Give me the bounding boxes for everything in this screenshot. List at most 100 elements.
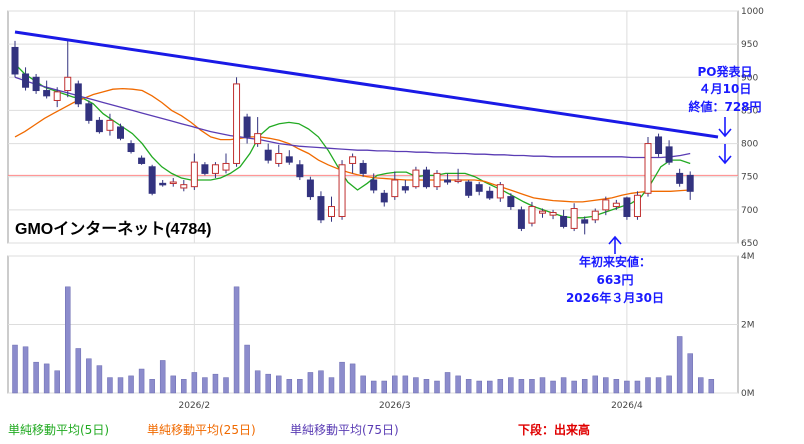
volume-bar [698, 377, 704, 394]
candle-down [264, 149, 272, 161]
volume-bar [75, 348, 82, 394]
candle-down [11, 46, 19, 75]
volume-bar [560, 377, 567, 394]
candle-up [612, 202, 620, 208]
candle-up [169, 181, 177, 185]
po-arrow-icon [718, 117, 732, 138]
volume-bar [159, 360, 166, 394]
po-arrow-2-icon [718, 144, 732, 165]
volume-bar [508, 377, 514, 394]
volume-bar [223, 377, 229, 394]
volume-bar [465, 379, 472, 394]
low-annotation-line-2: 663円 [596, 273, 633, 287]
candle-up [644, 143, 652, 194]
candle-down [317, 196, 325, 221]
candle-up [328, 206, 335, 217]
candle-down [465, 181, 473, 196]
candle-up [64, 76, 72, 92]
x-axis-ticks: 2026/2 2026/3 2026/4 [179, 401, 643, 411]
volume-bar [581, 379, 588, 394]
legend-ma5: 単純移動平均(5日) [8, 423, 109, 437]
stock-title: GMOインターネット(4784) [15, 220, 211, 238]
volume-bar [413, 377, 419, 394]
volume-bar [592, 375, 598, 394]
volume-bar [444, 372, 451, 394]
volume-bar [33, 361, 39, 394]
volume-bar [497, 379, 504, 394]
volume-bar [128, 375, 134, 394]
candle-down [517, 209, 525, 229]
candle-down [22, 73, 30, 88]
volume-bar [603, 377, 609, 394]
candle-up [180, 184, 188, 189]
volume-bar [455, 375, 461, 394]
candle-down [201, 164, 209, 174]
volume-tick-label: 4M [741, 252, 755, 262]
volume-bar [276, 375, 282, 394]
volume-bar [86, 358, 92, 394]
candle-up [106, 119, 114, 131]
candle-down [444, 179, 452, 183]
volume-bar [54, 370, 60, 394]
volume-bar [423, 379, 430, 394]
volume-bar [244, 344, 250, 394]
price-tick-label: 1000 [741, 7, 764, 17]
volume-bar [539, 377, 546, 394]
trend-line [14, 30, 719, 139]
po-annotation: PO発表日 ４月10日 終値：728円 [688, 64, 762, 165]
volume-bar [328, 377, 335, 394]
volume-tick-label: 2M [741, 321, 755, 331]
candle-down [117, 126, 124, 139]
candle-up [528, 206, 536, 224]
yearly-low-annotation: 年初来安値： 663円 2026年３月30日 [566, 235, 664, 305]
candle-up [549, 212, 557, 216]
price-tick-label: 800 [741, 140, 758, 150]
price-tick-label: 650 [741, 239, 758, 249]
volume-bar [476, 380, 482, 394]
candle-up [349, 156, 357, 164]
candle-down [655, 136, 663, 155]
volume-bar [381, 380, 387, 394]
price-axis-ticks: 1000 950 900 850 800 750 700 650 [741, 7, 764, 249]
low-annotation-line-3: 2026年３月30日 [566, 290, 664, 305]
volume-bar [170, 375, 176, 394]
volume-bar [12, 344, 18, 394]
candle-down [285, 156, 293, 163]
volume-bar [286, 379, 293, 394]
volume-bar [202, 377, 208, 394]
candle-down [359, 162, 367, 174]
candle-up [254, 133, 262, 145]
volume-bar [191, 372, 198, 394]
volume-bar [666, 375, 672, 394]
candle-up [211, 164, 219, 174]
volume-bar [687, 353, 693, 394]
ma5-line [14, 63, 691, 219]
candle-up [539, 210, 546, 214]
candle-up [53, 91, 61, 101]
volume-bar [392, 375, 398, 394]
candle-down [95, 119, 103, 133]
candle-down [665, 146, 673, 163]
volume-bar [96, 365, 103, 394]
low-arrow-icon [608, 235, 622, 254]
candle-up [190, 161, 198, 188]
volume-bar [107, 377, 113, 394]
volume-bar [708, 379, 715, 394]
candle-up [633, 194, 641, 217]
candlesticks [11, 40, 694, 235]
candle-down [138, 157, 146, 164]
candle-down [475, 184, 483, 192]
candle-up [412, 169, 420, 188]
volume-bar [212, 373, 219, 394]
x-tick-label: 2026/3 [379, 401, 411, 411]
candle-up [233, 83, 241, 164]
volume-bars [12, 286, 715, 394]
candle-down [486, 190, 494, 199]
volume-bar [265, 373, 271, 394]
x-tick-label: 2026/2 [179, 401, 211, 411]
candle-down [422, 169, 430, 188]
volume-bar [434, 380, 440, 394]
candle-down [560, 215, 568, 227]
candle-up [496, 184, 504, 199]
